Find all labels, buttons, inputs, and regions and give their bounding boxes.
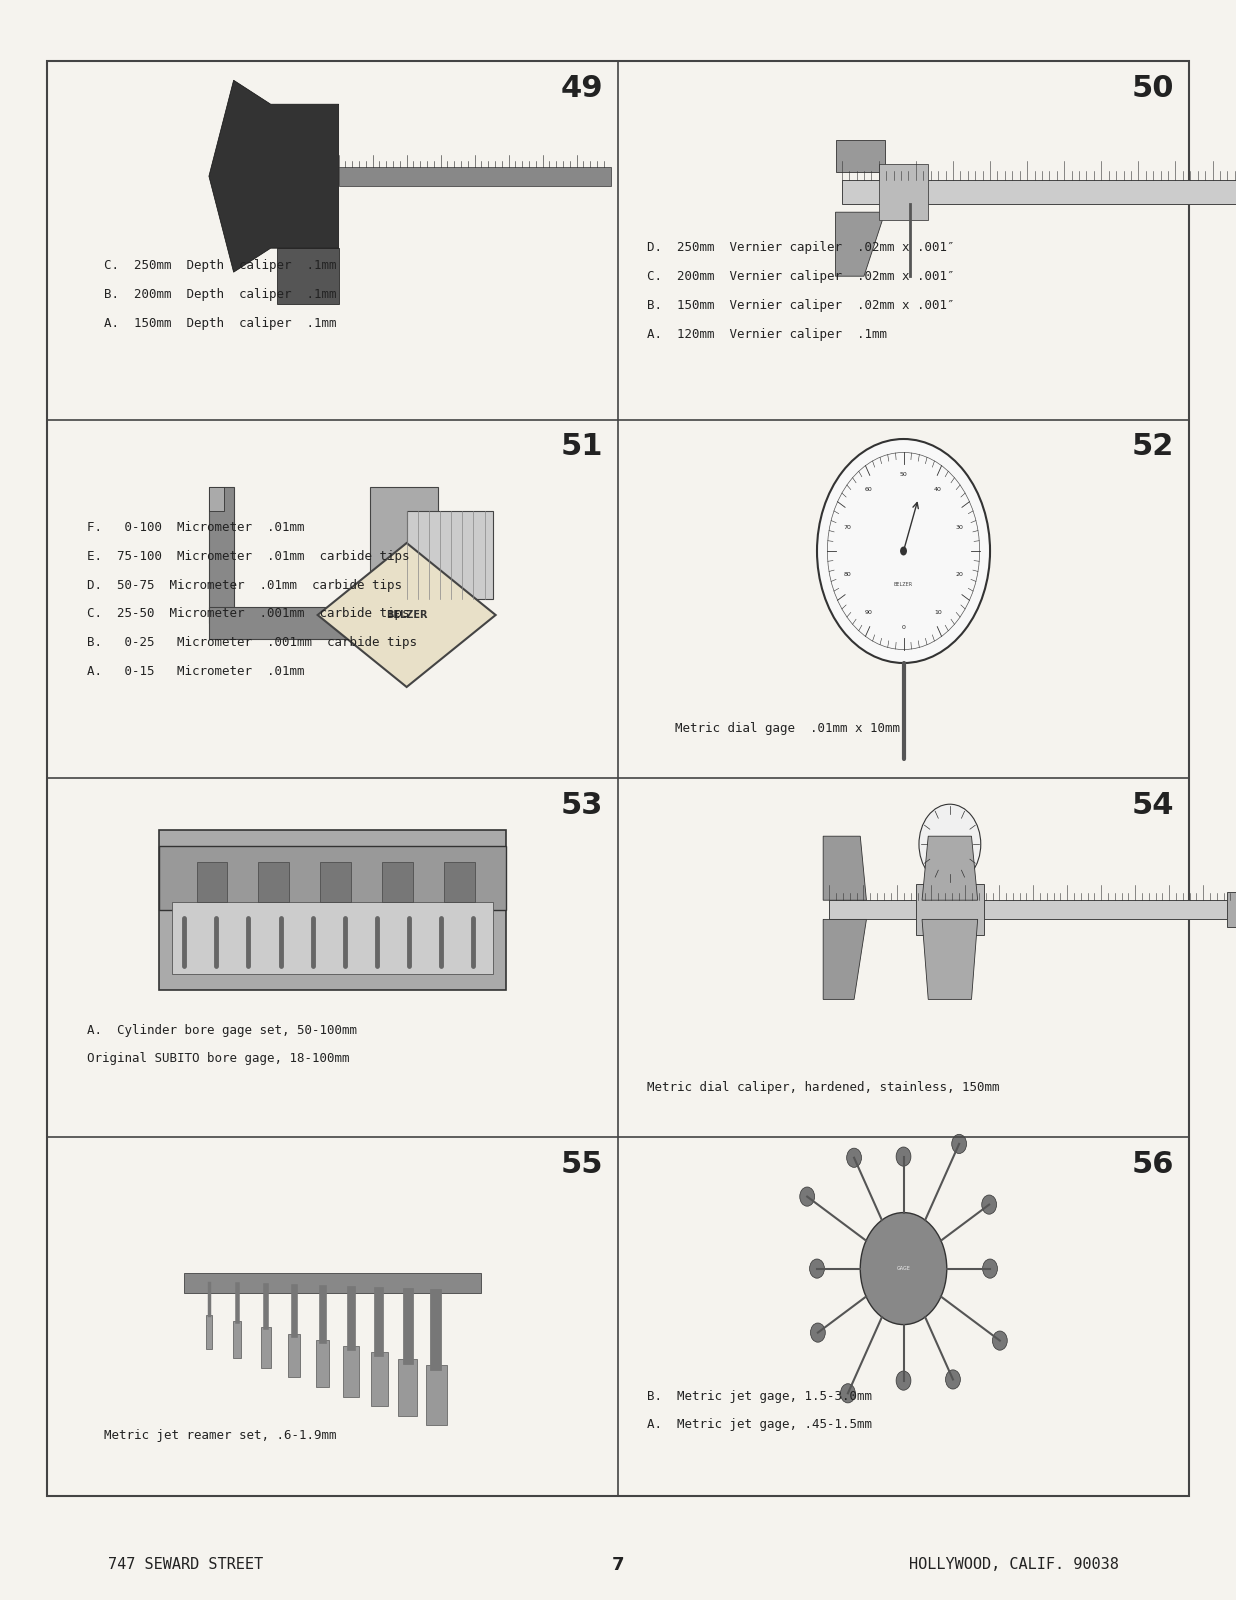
Text: F.   0-100  Micrometer  .01mm: F. 0-100 Micrometer .01mm [87, 522, 304, 534]
Polygon shape [318, 542, 496, 686]
Text: 55: 55 [561, 1150, 603, 1179]
Text: C.  200mm  Vernier caliper  .02mm x .001″: C. 200mm Vernier caliper .02mm x .001″ [646, 270, 954, 283]
Bar [47, 61, 1189, 1496]
Bar [184, 1274, 481, 1293]
Text: 70: 70 [844, 525, 852, 530]
Circle shape [860, 1213, 947, 1325]
Circle shape [946, 1370, 960, 1389]
Text: BELZER: BELZER [894, 582, 913, 587]
Bar [197, 862, 227, 902]
Circle shape [810, 1259, 824, 1278]
Bar [371, 1352, 388, 1406]
Circle shape [800, 1187, 815, 1206]
Text: 40: 40 [934, 486, 942, 491]
Bar [916, 885, 984, 936]
Circle shape [920, 805, 981, 885]
Circle shape [896, 1371, 911, 1390]
Text: HOLLYWOOD, CALIF. 90038: HOLLYWOOD, CALIF. 90038 [908, 1557, 1119, 1573]
Bar [407, 510, 493, 598]
Text: 20: 20 [955, 573, 963, 578]
Text: 60: 60 [865, 486, 873, 491]
Polygon shape [922, 837, 978, 901]
Text: B.  200mm  Depth  caliper  .1mm: B. 200mm Depth caliper .1mm [104, 288, 336, 301]
Text: 52: 52 [1132, 432, 1174, 461]
Text: A.   0-15   Micrometer  .01mm: A. 0-15 Micrometer .01mm [87, 666, 304, 678]
Bar [382, 862, 413, 902]
Bar [879, 165, 928, 221]
Text: A.  150mm  Depth  caliper  .1mm: A. 150mm Depth caliper .1mm [104, 317, 336, 330]
Bar [339, 166, 611, 186]
Text: A.  Metric jet gage, .45-1.5mm: A. Metric jet gage, .45-1.5mm [646, 1419, 871, 1432]
Text: 90: 90 [865, 610, 873, 614]
Polygon shape [836, 213, 885, 277]
Text: 7: 7 [612, 1555, 624, 1574]
Text: D.  50-75  Micrometer  .01mm  carbide tips: D. 50-75 Micrometer .01mm carbide tips [87, 579, 402, 592]
Text: 30: 30 [955, 525, 963, 530]
Circle shape [993, 1331, 1007, 1350]
Text: 56: 56 [1132, 1150, 1174, 1179]
Text: 53: 53 [561, 792, 603, 821]
Circle shape [840, 1384, 855, 1403]
Bar [209, 606, 431, 638]
Bar [398, 1358, 418, 1416]
Text: 51: 51 [561, 432, 603, 461]
Bar [344, 1346, 358, 1397]
Text: A.  120mm  Vernier caliper  .1mm: A. 120mm Vernier caliper .1mm [646, 328, 886, 341]
Bar [288, 1334, 300, 1378]
Bar [209, 486, 224, 510]
Circle shape [847, 1149, 861, 1168]
Bar [261, 1328, 271, 1368]
Text: 50: 50 [900, 472, 907, 477]
Polygon shape [823, 837, 866, 901]
Text: Original SUBITO bore gage, 18-100mm: Original SUBITO bore gage, 18-100mm [87, 1053, 350, 1066]
Text: 10: 10 [934, 610, 942, 614]
Polygon shape [922, 920, 978, 1000]
Text: 747 SEWARD STREET: 747 SEWARD STREET [108, 1557, 263, 1573]
Text: Metric dial gage  .01mm x 10mm: Metric dial gage .01mm x 10mm [675, 722, 900, 736]
Polygon shape [823, 920, 866, 1000]
Bar [205, 1315, 213, 1349]
Bar [159, 830, 506, 990]
Bar [842, 181, 1236, 205]
Bar [258, 862, 289, 902]
Text: 0: 0 [901, 624, 906, 630]
Circle shape [952, 1134, 967, 1154]
Bar [425, 1365, 447, 1426]
Circle shape [983, 1259, 997, 1278]
Bar [316, 1339, 329, 1387]
Polygon shape [836, 141, 885, 173]
Circle shape [900, 547, 907, 555]
Text: B.  150mm  Vernier caliper  .02mm x .001″: B. 150mm Vernier caliper .02mm x .001″ [646, 299, 954, 312]
Text: C.  250mm  Depth  caliper  .1mm: C. 250mm Depth caliper .1mm [104, 259, 336, 272]
Polygon shape [209, 80, 339, 272]
Text: Metric jet reamer set, .6-1.9mm: Metric jet reamer set, .6-1.9mm [104, 1429, 336, 1442]
Text: C.  25-50  Micrometer  .001mm  carbide tips: C. 25-50 Micrometer .001mm carbide tips [87, 608, 409, 621]
Text: D.  250mm  Vernier capiler  .02mm x .001″: D. 250mm Vernier capiler .02mm x .001″ [646, 242, 954, 254]
Bar [159, 846, 506, 910]
Text: 80: 80 [844, 573, 852, 578]
Text: Metric dial caliper, hardened, stainless, 150mm: Metric dial caliper, hardened, stainless… [646, 1082, 999, 1094]
Circle shape [811, 1323, 826, 1342]
Bar [209, 486, 234, 622]
Circle shape [896, 1147, 911, 1166]
Text: BELZER: BELZER [386, 610, 428, 621]
Circle shape [817, 438, 990, 662]
Text: E.  75-100  Micrometer  .01mm  carbide tips: E. 75-100 Micrometer .01mm carbide tips [87, 550, 409, 563]
Bar [829, 901, 1236, 920]
Bar [370, 486, 438, 622]
Text: A.  Cylinder bore gage set, 50-100mm: A. Cylinder bore gage set, 50-100mm [87, 1024, 357, 1037]
Text: GAGE: GAGE [896, 1266, 911, 1270]
Text: B.  Metric jet gage, 1.5-3.0mm: B. Metric jet gage, 1.5-3.0mm [646, 1390, 871, 1403]
Bar [1227, 893, 1236, 928]
Bar [172, 902, 493, 974]
Bar [234, 1322, 241, 1358]
Text: 49: 49 [561, 74, 603, 102]
Bar [320, 862, 351, 902]
Circle shape [981, 1195, 996, 1214]
Bar [444, 862, 475, 902]
Text: B.   0-25   Micrometer  .001mm  carbide tips: B. 0-25 Micrometer .001mm carbide tips [87, 637, 417, 650]
Text: 50: 50 [1132, 74, 1174, 102]
Text: 54: 54 [1132, 792, 1174, 821]
Polygon shape [277, 248, 339, 304]
